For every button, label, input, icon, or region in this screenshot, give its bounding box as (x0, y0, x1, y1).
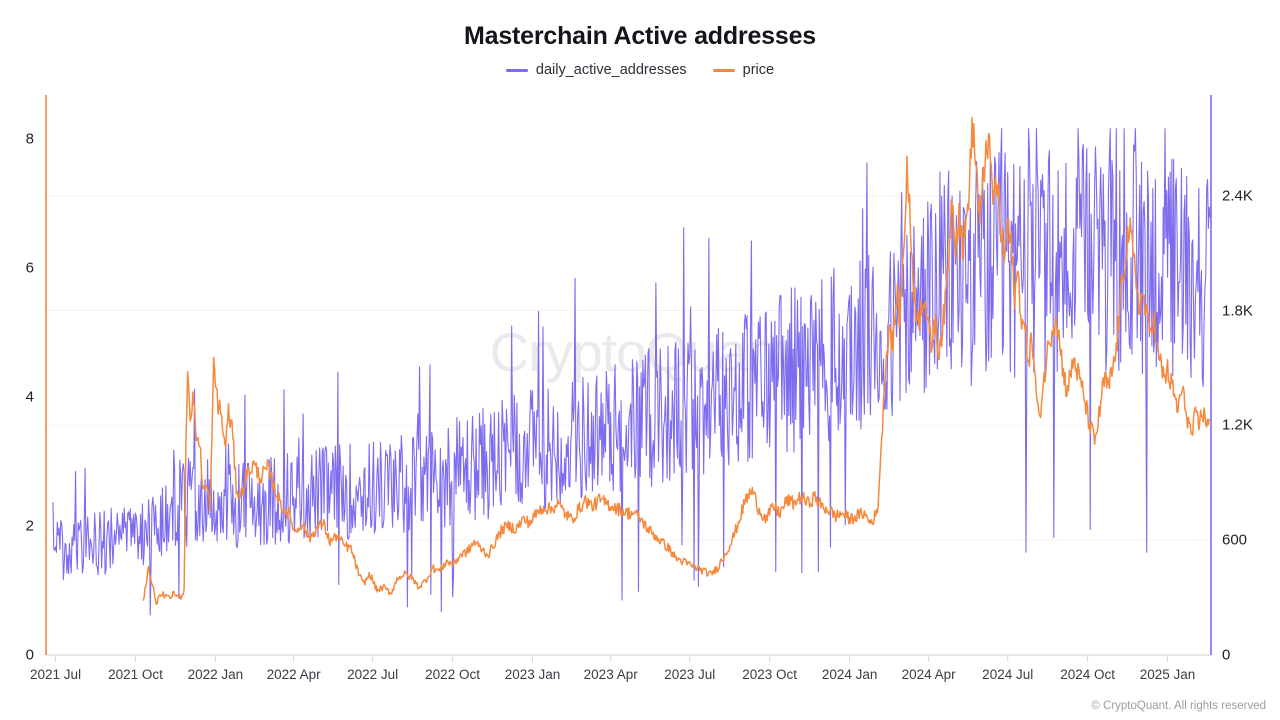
y-axis-right-tick-label: 2.4K (1222, 187, 1253, 205)
x-axis-tick-label: 2023 Oct (742, 667, 798, 682)
y-axis-right-tick-label: 600 (1222, 531, 1248, 549)
y-axis-left-tick-label: 0 (25, 646, 34, 664)
legend-swatch-icon (505, 68, 528, 72)
x-axis-tick-label: 2023 Jul (664, 667, 716, 682)
x-axis-tick-label: 2023 Jan (504, 667, 561, 682)
copyright-footer: © CryptoQuant. All rights reserved (1091, 700, 1266, 712)
x-axis-tick-label: 2025 Jan (1139, 667, 1196, 682)
y-axis-left-tick-label: 6 (25, 259, 34, 277)
x-axis-tick-label: 2024 Apr (901, 667, 956, 682)
y-axis-right-tick-label: 1.2K (1222, 416, 1253, 434)
x-axis-tick-label: 2024 Jul (982, 667, 1034, 682)
legend-label: daily_active_addresses (535, 62, 687, 78)
y-axis-right-tick-label: 0 (1222, 646, 1231, 664)
y-axis-left-tick-label: 2 (25, 517, 34, 535)
x-axis-tick-label: 2023 Apr (583, 667, 638, 682)
y-axis-left-tick-label: 4 (25, 388, 34, 406)
legend-item-price[interactable]: price (712, 62, 775, 78)
page-title: Masterchain Active addresses (464, 22, 816, 50)
legend-label: price (742, 62, 775, 78)
x-axis-tick-label: 2022 Oct (425, 667, 480, 682)
x-axis-tick-label: 2021 Oct (108, 667, 163, 682)
watermark: CryptoQuant (489, 321, 792, 383)
x-axis-tick-label: 2022 Apr (266, 667, 321, 682)
y-axis-right-tick-label: 1.8K (1222, 302, 1253, 320)
x-axis-tick-label: 2022 Jul (347, 667, 399, 682)
y-axis-left-tick-label: 8 (25, 130, 34, 148)
x-axis-tick-label: 2021 Jul (30, 667, 82, 682)
chart-legend: daily_active_addresses price (0, 62, 1280, 78)
x-axis-tick-label: 2022 Jan (187, 667, 244, 682)
legend-swatch-icon (712, 68, 735, 72)
x-axis-tick-label: 2024 Jan (821, 667, 878, 682)
x-axis-tick-label: 2024 Oct (1060, 667, 1116, 682)
legend-item-daily-active-addresses[interactable]: daily_active_addresses (505, 62, 687, 78)
